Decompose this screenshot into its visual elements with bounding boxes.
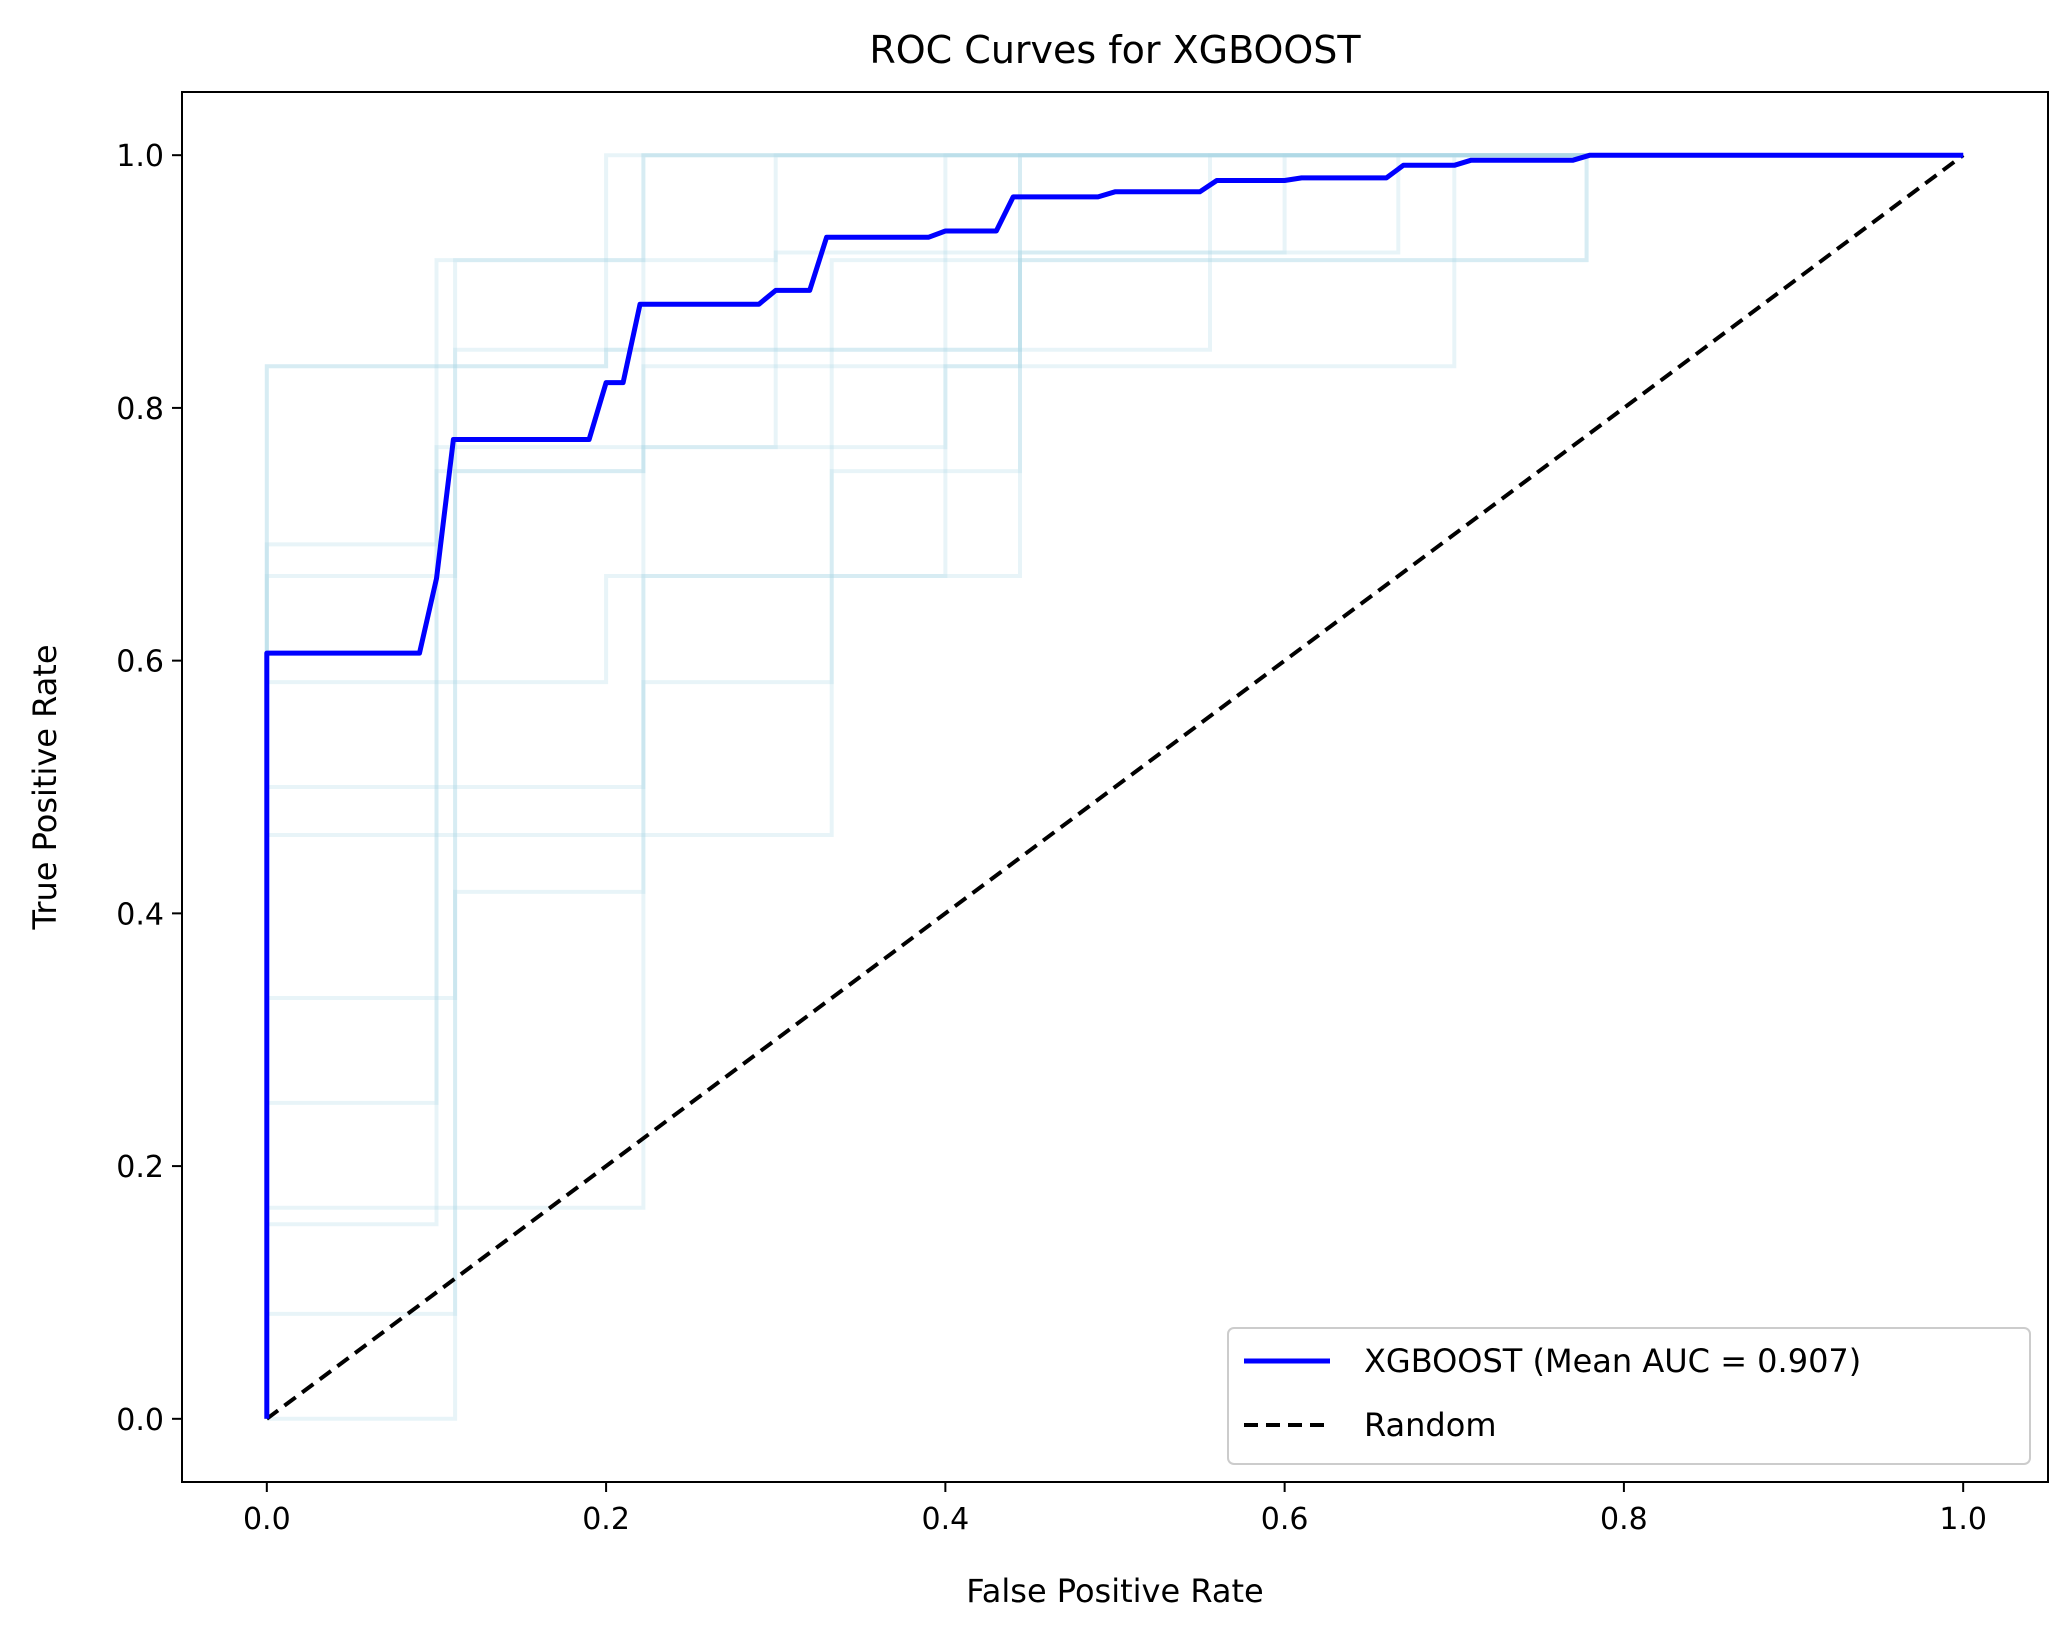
xgboost-mean-roc-line bbox=[264, 152, 1964, 1419]
fold-curve-2 bbox=[264, 153, 1964, 1419]
y-tick-label: 0.0 bbox=[116, 1403, 164, 1438]
legend-label-random: Random bbox=[1364, 1406, 1496, 1444]
x-axis-ticks: 0.0 0.2 0.4 0.6 0.8 1.0 bbox=[243, 1482, 1987, 1537]
x-tick-label: 0.2 bbox=[582, 1502, 630, 1537]
fold-curve-3 bbox=[264, 153, 1964, 1419]
fold-curve-11 bbox=[266, 153, 1964, 1421]
fold-curves bbox=[264, 153, 1964, 1421]
y-axis-ticks: 0.0 0.2 0.4 0.6 0.8 1.0 bbox=[116, 139, 182, 1438]
y-tick-label: 0.8 bbox=[116, 392, 164, 427]
fold-curve-8 bbox=[264, 153, 1964, 1419]
fold-curve-12 bbox=[264, 153, 1964, 1419]
legend-box bbox=[1227, 1327, 2031, 1465]
plot-area bbox=[181, 91, 2049, 1483]
x-axis-label: False Positive Rate bbox=[966, 1572, 1263, 1610]
legend: XGBOOST (Mean AUC = 0.907) Random bbox=[1227, 1327, 2031, 1465]
fold-curve-13 bbox=[264, 153, 1964, 1419]
random-line bbox=[265, 153, 1965, 1421]
y-tick-label: 0.4 bbox=[116, 897, 164, 932]
chart-title: ROC Curves for XGBOOST bbox=[869, 28, 1361, 72]
fold-curve-5 bbox=[264, 153, 1964, 1419]
fold-curve-6 bbox=[264, 153, 1964, 1419]
x-tick-label: 0.6 bbox=[1261, 1502, 1309, 1537]
legend-label-xgboost: XGBOOST (Mean AUC = 0.907) bbox=[1364, 1342, 1861, 1380]
y-tick-label: 0.2 bbox=[116, 1150, 164, 1185]
fold-curve-1 bbox=[264, 153, 1964, 1419]
x-tick-label: 0.4 bbox=[922, 1502, 970, 1537]
x-tick-label: 0.0 bbox=[243, 1502, 291, 1537]
y-axis-label: True Positive Rate bbox=[26, 644, 64, 930]
x-tick-label: 0.8 bbox=[1600, 1502, 1648, 1537]
y-tick-label: 1.0 bbox=[116, 139, 164, 174]
fold-curve-10 bbox=[264, 153, 1964, 1419]
series-lines bbox=[264, 152, 1965, 1421]
plot-frame bbox=[181, 91, 2049, 1483]
x-tick-label: 1.0 bbox=[1939, 1502, 1987, 1537]
y-tick-label: 0.6 bbox=[116, 645, 164, 680]
